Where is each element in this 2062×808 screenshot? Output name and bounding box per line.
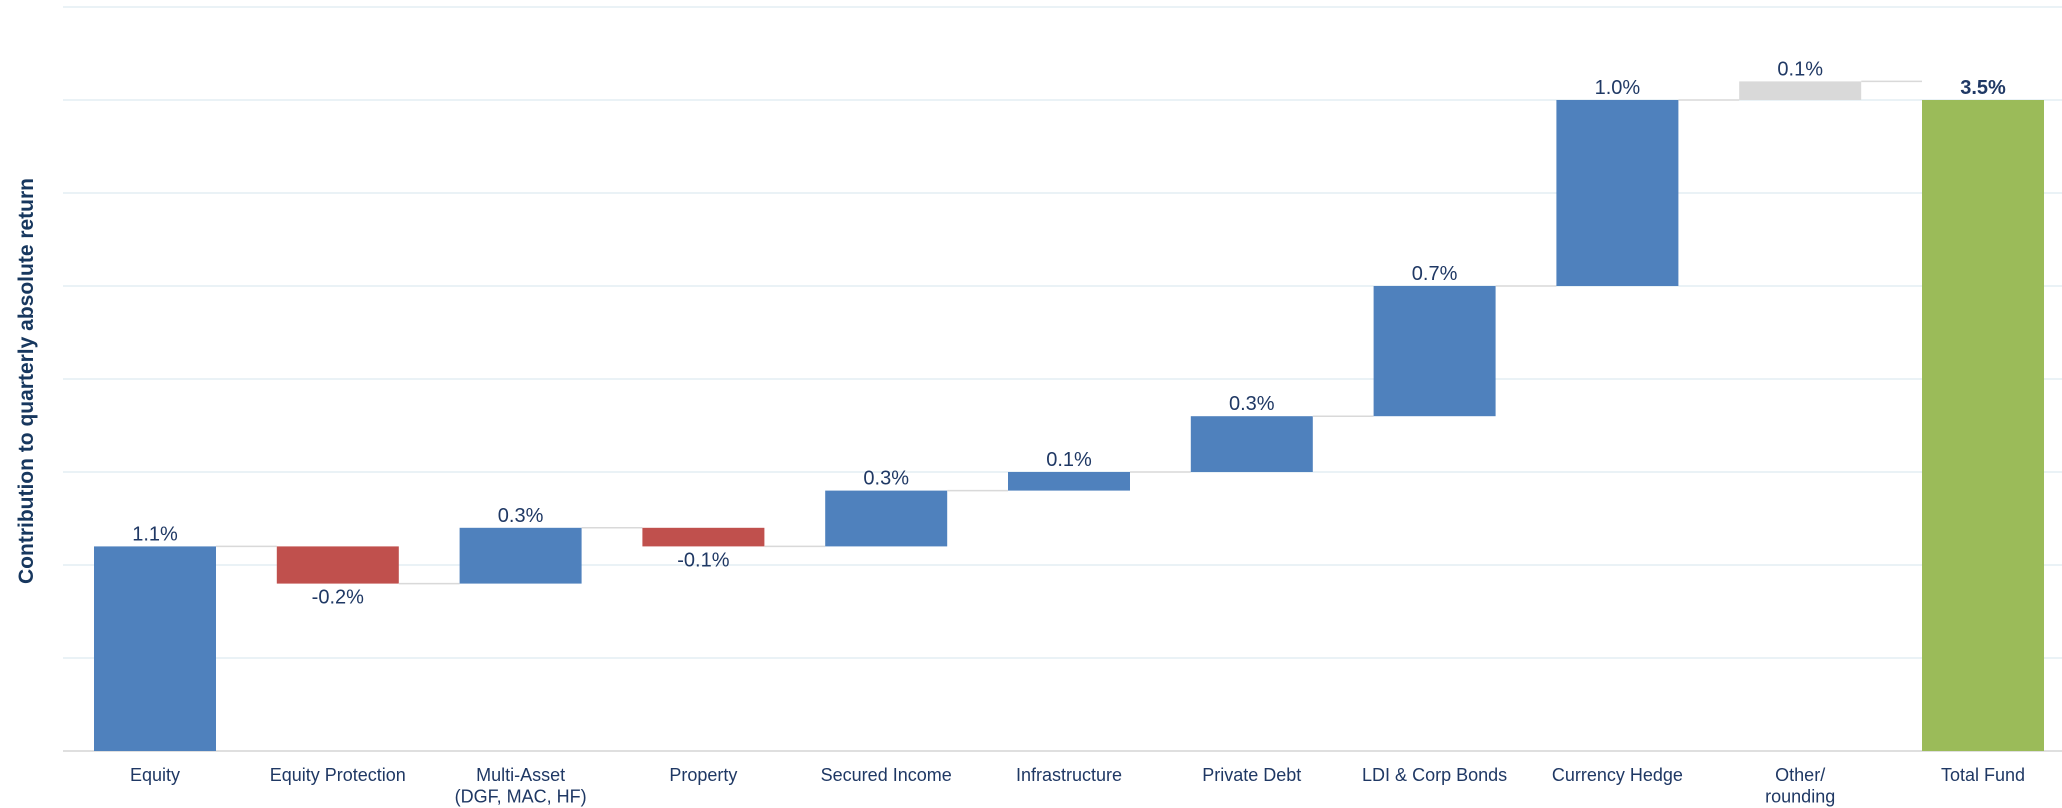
value-label: 1.1% [132,523,178,545]
bar [276,546,399,584]
bar [1190,416,1313,472]
bar [1556,100,1679,286]
value-label: 0.1% [1046,449,1092,471]
bar [825,490,948,547]
bar [1008,472,1130,491]
bar [1739,81,1862,100]
x-tick-label: Equity Protection [270,765,406,785]
value-label: 0.7% [1412,263,1458,285]
x-tick-label: Other/rounding [1765,765,1835,807]
value-label: 0.3% [863,468,909,490]
value-label: 3.5% [1960,77,2006,99]
value-label: -0.1% [677,549,729,571]
x-tick-label: Infrastructure [1016,765,1122,785]
x-tick-label: Property [669,765,737,785]
x-tick-label: Currency Hedge [1552,765,1683,785]
value-label: -0.2% [312,587,364,609]
value-label: 0.1% [1777,58,1823,80]
value-label: 1.0% [1595,77,1641,99]
bar [459,527,582,584]
value-label: 0.3% [1229,393,1275,415]
bar [1373,286,1496,417]
x-tick-label: Total Fund [1941,765,2025,785]
x-tick-label: Secured Income [821,765,952,785]
x-tick-label: Private Debt [1202,765,1301,785]
y-axis-label: Contribution to quarterly absolute retur… [15,178,38,584]
x-tick-label: Multi-Asset (DGF, MAC, HF) [455,765,587,807]
value-label: 0.3% [498,505,544,527]
bar [642,527,765,547]
x-tick-label: LDI & Corp Bonds [1362,765,1507,785]
x-tick-label: Equity [130,765,180,785]
bar [1922,100,2044,751]
bar [94,546,216,751]
